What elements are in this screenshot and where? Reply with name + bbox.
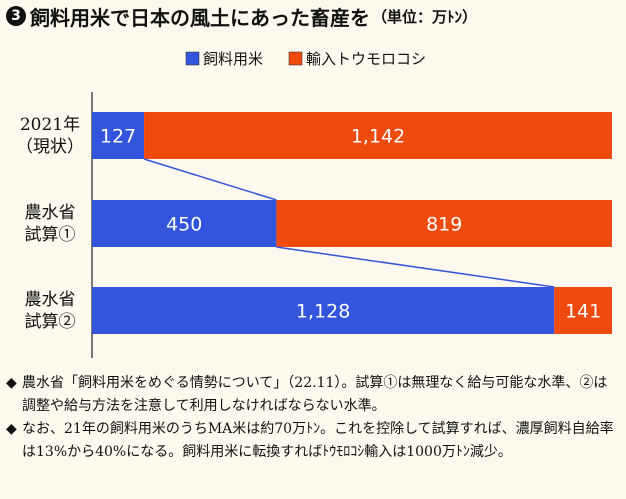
footnote-1: ◆ 農水省「飼料用米をめぐる情勢について」（22.11）。試算①は無理なく給与可… (6, 372, 620, 418)
legend-label-1: 飼料用米 (203, 50, 263, 68)
bar-3-series-1 (92, 287, 555, 334)
footnote-2-mark: ◆ (6, 421, 17, 437)
connector-line-2 (276, 246, 555, 288)
category-label-1-line-1: 2021年 (20, 115, 80, 135)
legend-label-2: 輸入トウモロコシ (306, 50, 426, 68)
footnote-2-text: なお、21年の飼料用米のうちMA米は約70万ﾄﾝ。これを控除して試算すれば、濃厚… (22, 421, 614, 460)
title-unit: （単位：万ﾄﾝ） (372, 7, 478, 26)
category-label-3-line-1: 農水省 (25, 290, 76, 310)
bar-3-series-2 (554, 287, 612, 334)
data-label-1-series-2: 1,142 (351, 126, 405, 148)
legend-swatch-2 (288, 51, 303, 66)
footnote-2: ◆ なお、21年の飼料用米のうちMA米は約70万ﾄﾝ。これを控除して試算すれば、… (6, 418, 620, 464)
data-label-3-series-2: 141 (565, 301, 601, 323)
footnotes: ◆ 農水省「飼料用米をめぐる情勢について」（22.11）。試算①は無理なく給与可… (6, 372, 620, 464)
connector-line-1 (143, 158, 277, 201)
category-label-3-line-2: 試算② (25, 312, 76, 332)
footnote-1-text: 農水省「飼料用米をめぐる情勢について」（22.11）。試算①は無理なく給与可能な… (22, 375, 608, 414)
title-number-badge: 3 (6, 6, 26, 26)
bar-2-series-2 (276, 200, 612, 247)
footnote-1-mark: ◆ (6, 375, 17, 391)
title-text: 飼料用米で日本の風土にあった畜産を (30, 5, 370, 30)
chart-title: 3 飼料用米で日本の風土にあった畜産を （単位：万ﾄﾝ） (6, 2, 620, 30)
category-label-2-line-2: 試算① (25, 225, 76, 245)
data-label-2-series-1: 450 (166, 214, 202, 236)
data-label-1-series-1: 127 (100, 126, 136, 148)
legend-swatch-1 (185, 51, 200, 66)
bar-1-series-1 (92, 112, 145, 159)
category-label-2-line-1: 農水省 (25, 203, 76, 223)
bar-1-series-2 (144, 112, 613, 159)
bar-2-series-1 (92, 200, 277, 247)
data-label-3-series-1: 1,128 (296, 301, 350, 323)
data-label-2-series-2: 819 (426, 214, 462, 236)
category-label-1-line-2: （現状） (16, 137, 84, 157)
